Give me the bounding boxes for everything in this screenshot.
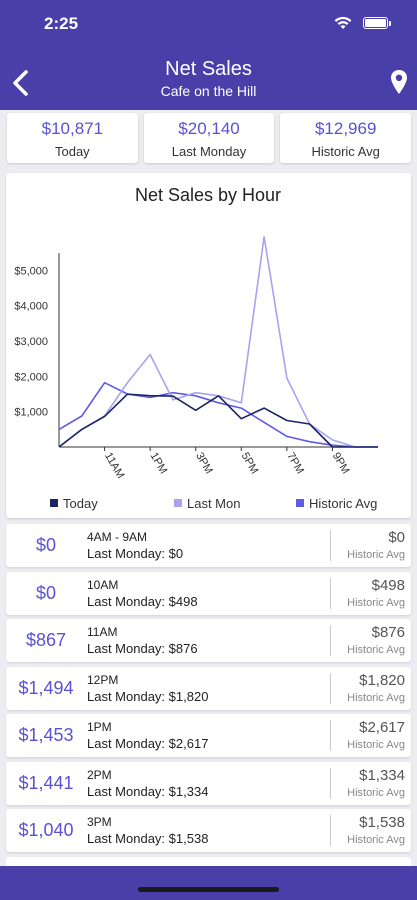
y-tick-label: $5,000: [14, 265, 48, 277]
summary-label: Today: [54, 144, 90, 159]
legend-swatch: [174, 499, 182, 507]
today-sales: $0: [35, 535, 57, 555]
hour-label: 10AM: [87, 577, 119, 592]
hour-label: 1PM: [87, 720, 112, 734]
y-tick-label: $3,000: [14, 336, 48, 348]
historic-avg-value: $498: [371, 576, 405, 594]
historic-avg-label: Historic Avg: [347, 549, 405, 561]
today-sales: $1,441: [18, 772, 74, 793]
historic-avg-value: $0: [388, 529, 405, 546]
hour-row[interactable]: $1,453 1PM Last Monday: $2,617 $2,617 Histor…: [6, 714, 411, 757]
x-tick-label: 5PM: [239, 451, 261, 477]
x-tick-label: 9PM: [330, 451, 352, 477]
row-divider: [330, 720, 331, 751]
last-monday-sales: Last Monday: $876: [87, 641, 198, 656]
historic-avg-label: Historic Avg: [347, 834, 405, 846]
historic-avg-line: [58, 381, 378, 448]
y-tick-label: $2,000: [14, 371, 48, 383]
summary-value: $12,969: [314, 119, 377, 138]
historic-avg-label: Historic Avg: [347, 691, 405, 704]
battery-tip: [389, 20, 391, 26]
last-monday-sales: Last Monday: $498: [87, 593, 198, 609]
location-subtitle: Cafe on the Hill: [160, 83, 257, 99]
hour-row[interactable]: $1,441 2PM Last Monday: $1,334 $1,334 Histor…: [6, 761, 411, 805]
battery-icon: [363, 17, 388, 29]
legend-label: Last Mon: [187, 496, 240, 511]
chart-title: Net Sales by Hour: [135, 185, 281, 205]
historic-avg-value: $2,617: [359, 719, 405, 736]
row-divider: [330, 577, 331, 609]
hour-label: 12PM: [87, 672, 119, 687]
historic-avg-label: Historic Avg: [347, 596, 405, 609]
hour-label: 3PM: [87, 815, 112, 829]
legend-swatch: [296, 499, 304, 507]
last-monday-sales: Last Monday: $0: [87, 546, 184, 561]
today-sales: $0: [35, 582, 57, 603]
chevron-left-icon: [13, 70, 28, 96]
hour-row[interactable]: $1,040 3PM Last Monday: $1,538 $1,538 Histor…: [6, 809, 411, 852]
last-monday-sales: Last Monday: $2,617: [87, 736, 209, 751]
location-button[interactable]: [389, 68, 409, 98]
hourly-sales-list: $0 4AM - 9AM Last Monday: $0 $0 Historic Avg…: [6, 524, 411, 871]
hour-row[interactable]: $0 4AM - 9AM Last Monday: $0 $0 Historic Avg: [6, 524, 411, 567]
x-tick-label: 11AM: [102, 451, 126, 481]
status-time: 2:25: [44, 14, 79, 33]
hour-row[interactable]: $0 10AM Last Monday: $498 $498 Historic Avg: [6, 571, 411, 615]
summary-label: Last Monday: [171, 144, 247, 159]
summary-value: $20,140: [178, 119, 240, 138]
summary-card-historic-avg[interactable]: $12,969 Historic Avg: [280, 113, 412, 163]
home-indicator: [138, 887, 279, 892]
today-sales: $1,453: [18, 725, 74, 745]
today-sales: $1,494: [18, 677, 74, 698]
hour-row[interactable]: $1,494 12PM Last Monday: $1,820 $1,820 Histo…: [6, 666, 411, 710]
hour-label: 11AM: [87, 625, 118, 639]
today-sales: $1,040: [18, 820, 74, 840]
historic-avg-value: $1,538: [359, 814, 405, 831]
last-mon-line: [58, 235, 378, 448]
bottom-bar: [0, 866, 417, 900]
x-tick-label: 7PM: [284, 451, 306, 477]
x-tick-label: 1PM: [148, 451, 170, 477]
sales-chart-card: Net Sales by Hour $1,000 $2,000 $3,000 $4,00…: [6, 173, 411, 518]
hour-label: 2PM: [87, 767, 112, 782]
page-title: Net Sales: [165, 58, 252, 80]
last-monday-sales: Last Monday: $1,820: [87, 688, 209, 704]
summary-card-today[interactable]: $10,871 Today: [7, 113, 138, 163]
x-tick-label: 3PM: [193, 451, 215, 477]
historic-avg-label: Historic Avg: [347, 786, 405, 799]
hour-row[interactable]: $867 11AM Last Monday: $876 $876 Historic Av…: [6, 619, 411, 662]
summary-card-last-monday[interactable]: $20,140 Last Monday: [143, 113, 275, 163]
legend-label: Today: [63, 496, 98, 511]
row-divider: [330, 672, 331, 704]
status-icons: [333, 16, 391, 30]
wifi-icon: [334, 16, 352, 29]
summary-cards: $10,871 Today $20,140 Last Monday $12,96…: [7, 113, 412, 163]
summary-value: $10,871: [41, 119, 104, 138]
top-bar: 2:25 Net Sales Cafe on the Hill: [0, 0, 417, 110]
hour-label: 4AM - 9AM: [87, 530, 148, 544]
y-tick-label: $4,000: [14, 301, 48, 313]
last-monday-sales: Last Monday: $1,538: [87, 831, 209, 846]
y-tick-label: $1,000: [14, 407, 48, 419]
row-divider: [330, 815, 331, 846]
legend-label: Historic Avg: [309, 496, 377, 511]
summary-label: Historic Avg: [311, 144, 380, 159]
today-line: [58, 393, 378, 448]
last-monday-sales: Last Monday: $1,334: [87, 783, 209, 799]
historic-avg-label: Historic Avg: [347, 644, 405, 656]
row-divider: [330, 625, 331, 656]
historic-avg-value: $1,334: [359, 766, 405, 784]
sales-chart: Net Sales by Hour $1,000 $2,000 $3,000 $4,00…: [14, 185, 378, 511]
today-sales: $867: [25, 630, 67, 650]
back-button[interactable]: [6, 66, 36, 100]
row-divider: [330, 767, 331, 799]
historic-avg-label: Historic Avg: [347, 739, 405, 751]
historic-avg-value: $1,820: [359, 671, 405, 689]
map-pin-icon: [391, 70, 407, 94]
historic-avg-value: $876: [371, 624, 405, 641]
row-divider: [330, 530, 331, 561]
legend-swatch: [50, 499, 58, 507]
